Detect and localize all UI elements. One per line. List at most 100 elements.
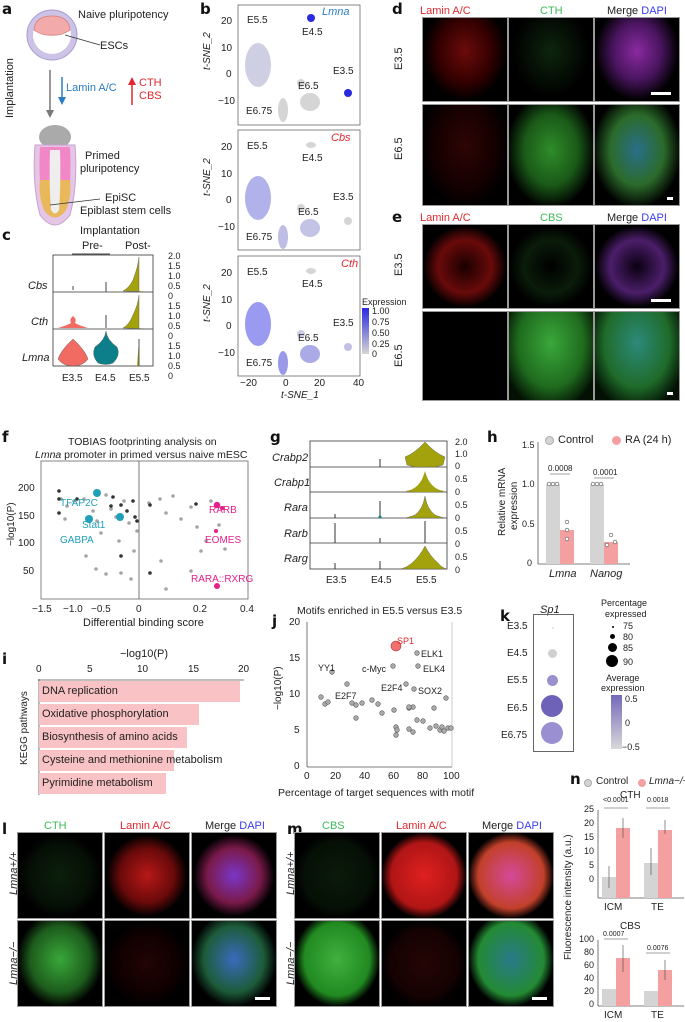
- stage-label: E4.5: [302, 153, 323, 164]
- ytick: 15: [289, 653, 301, 664]
- ytick: 50: [23, 566, 35, 577]
- ytick: 20: [221, 268, 233, 279]
- gene-label-cth: Cth: [31, 316, 49, 328]
- legend-tick: 0.25: [372, 339, 390, 349]
- ytick: 20: [221, 142, 233, 153]
- pre-bracket: [72, 253, 110, 255]
- ytick: 20: [221, 16, 233, 27]
- episc-pointer-line: [49, 198, 101, 206]
- ytick: 0: [168, 291, 174, 301]
- stage-label: E6.75: [246, 106, 273, 117]
- stage-label: E5.5: [247, 141, 268, 152]
- image-l-wt-merge: [191, 832, 277, 919]
- gene-label-rarb: Rarb: [284, 528, 308, 540]
- tsne-ylabel-3: t-SNE_2: [202, 284, 213, 322]
- motif-label-yy1: YY1: [318, 663, 336, 673]
- stage-label: E6.75: [246, 232, 273, 243]
- scale-bar: [651, 299, 671, 302]
- h-ylabel-1: Relative mRNA: [497, 467, 508, 536]
- pct-dot-75: [612, 626, 614, 628]
- f-xlabel: Differential binding score: [83, 617, 204, 629]
- cbs-up-label: CBS: [139, 90, 162, 102]
- pct-dot-80: [610, 634, 615, 639]
- image-e-e65-cbs: [508, 311, 594, 401]
- i-ylabel: KEGG pathways: [19, 691, 30, 765]
- avg-tick: 0: [625, 718, 631, 728]
- col-header-merge: Merge DAPI: [205, 820, 265, 832]
- ytick: 10: [221, 295, 233, 306]
- ytick: 200: [18, 483, 35, 494]
- tf-label-tfap2c: TFAP2C: [60, 498, 98, 509]
- col-header-lamin: Lamin A/C: [420, 212, 471, 224]
- ytick: 1.0: [455, 449, 468, 459]
- gene-label-rara: Rara: [284, 502, 308, 514]
- k-dot-frame: [533, 614, 574, 752]
- xtick: 40: [353, 378, 365, 389]
- col-header-cth: CTH: [540, 5, 563, 17]
- ytick: 1.5: [168, 341, 181, 351]
- xtick: 20: [314, 378, 326, 389]
- merge-label: Merge: [607, 5, 639, 17]
- ytick: 80: [584, 947, 595, 957]
- panel-label-i: i: [2, 650, 8, 668]
- pvalue-cbs-te: 0.0076: [647, 945, 669, 952]
- xtick-lmna: Lmna: [549, 568, 577, 580]
- expression-legend-title: Expression: [362, 297, 407, 307]
- row-label-e35: E3.5: [393, 47, 405, 70]
- tsne-ylabel-2: t-SNE_2: [202, 158, 213, 196]
- ytick: 0: [455, 461, 461, 471]
- xtick: −1.5: [32, 604, 52, 615]
- pvalue-cbs-icm: 0.0007: [603, 931, 625, 938]
- ytick: 5: [294, 725, 300, 736]
- dot-e55: [547, 675, 558, 686]
- image-d-e35-cth: [508, 17, 594, 102]
- scale-bar: [532, 997, 547, 1000]
- dapi-label: DAPI: [641, 212, 667, 224]
- legend-tick: 1.00: [372, 306, 390, 316]
- panel-label-l: l: [2, 820, 8, 838]
- ytick: 1.0: [522, 479, 535, 489]
- ytick: 0.5: [455, 474, 468, 484]
- xtick: 100: [443, 771, 460, 782]
- ytick: 0: [226, 321, 232, 332]
- tsne-xlabel: t-SNE_1: [281, 390, 319, 401]
- cbs-chart-title: CBS: [620, 921, 641, 932]
- row-label: E6.5: [507, 703, 528, 714]
- dot-e675: [541, 722, 563, 744]
- f-ylabel: −log10(P): [6, 502, 17, 546]
- kegg-label-2: Biosynthesis of amino acids: [42, 731, 178, 743]
- row-label: E3.5: [507, 621, 528, 632]
- xtick: 10: [137, 664, 149, 675]
- epiblast-label: Epiblast stem cells: [80, 205, 172, 217]
- col-header-merge: Merge DAPI: [607, 212, 667, 224]
- stage-label: E6.5: [298, 81, 319, 92]
- xtick: 0: [304, 771, 310, 782]
- post-label: Post-: [125, 240, 151, 252]
- ytick: 2.0: [455, 437, 468, 447]
- stage-label: E4.5: [302, 27, 323, 38]
- naive-label: Naive pluripotency: [78, 9, 169, 21]
- image-l-ko-cth: [17, 920, 103, 1007]
- up-arrow-red-icon: [128, 77, 136, 105]
- avg-tick: −0.5: [622, 742, 640, 752]
- ytick: 0: [527, 558, 533, 568]
- ytick: 0: [455, 513, 461, 523]
- image-e-e65-merge: [594, 311, 680, 401]
- tsne-plots: [237, 4, 361, 377]
- j-ylabel: −log10(P): [273, 666, 284, 710]
- panel-label-f: f: [2, 428, 9, 446]
- pct-dot-90: [606, 655, 618, 667]
- motif-label-cmyc: c-Myc: [362, 664, 386, 674]
- panel-label-k: k: [500, 607, 510, 625]
- xtick-c-e55: E5.5: [129, 373, 150, 384]
- legend-tick: 0.50: [372, 328, 390, 338]
- panel-label-d: d: [392, 0, 403, 18]
- f-title-rest: promoter in primed versus naive mESC: [61, 449, 248, 461]
- image-d-e35-lamin: [422, 17, 508, 102]
- col-header-lamin: Lamin A/C: [420, 5, 471, 17]
- ytick: 2.0: [168, 251, 181, 261]
- xtick: E3.5: [326, 575, 347, 586]
- gene-title-cbs: Cbs: [331, 132, 351, 144]
- pct-legend-title-2: expressed: [605, 609, 647, 619]
- tsne-ylabel-1: t-SNE_2: [202, 32, 213, 70]
